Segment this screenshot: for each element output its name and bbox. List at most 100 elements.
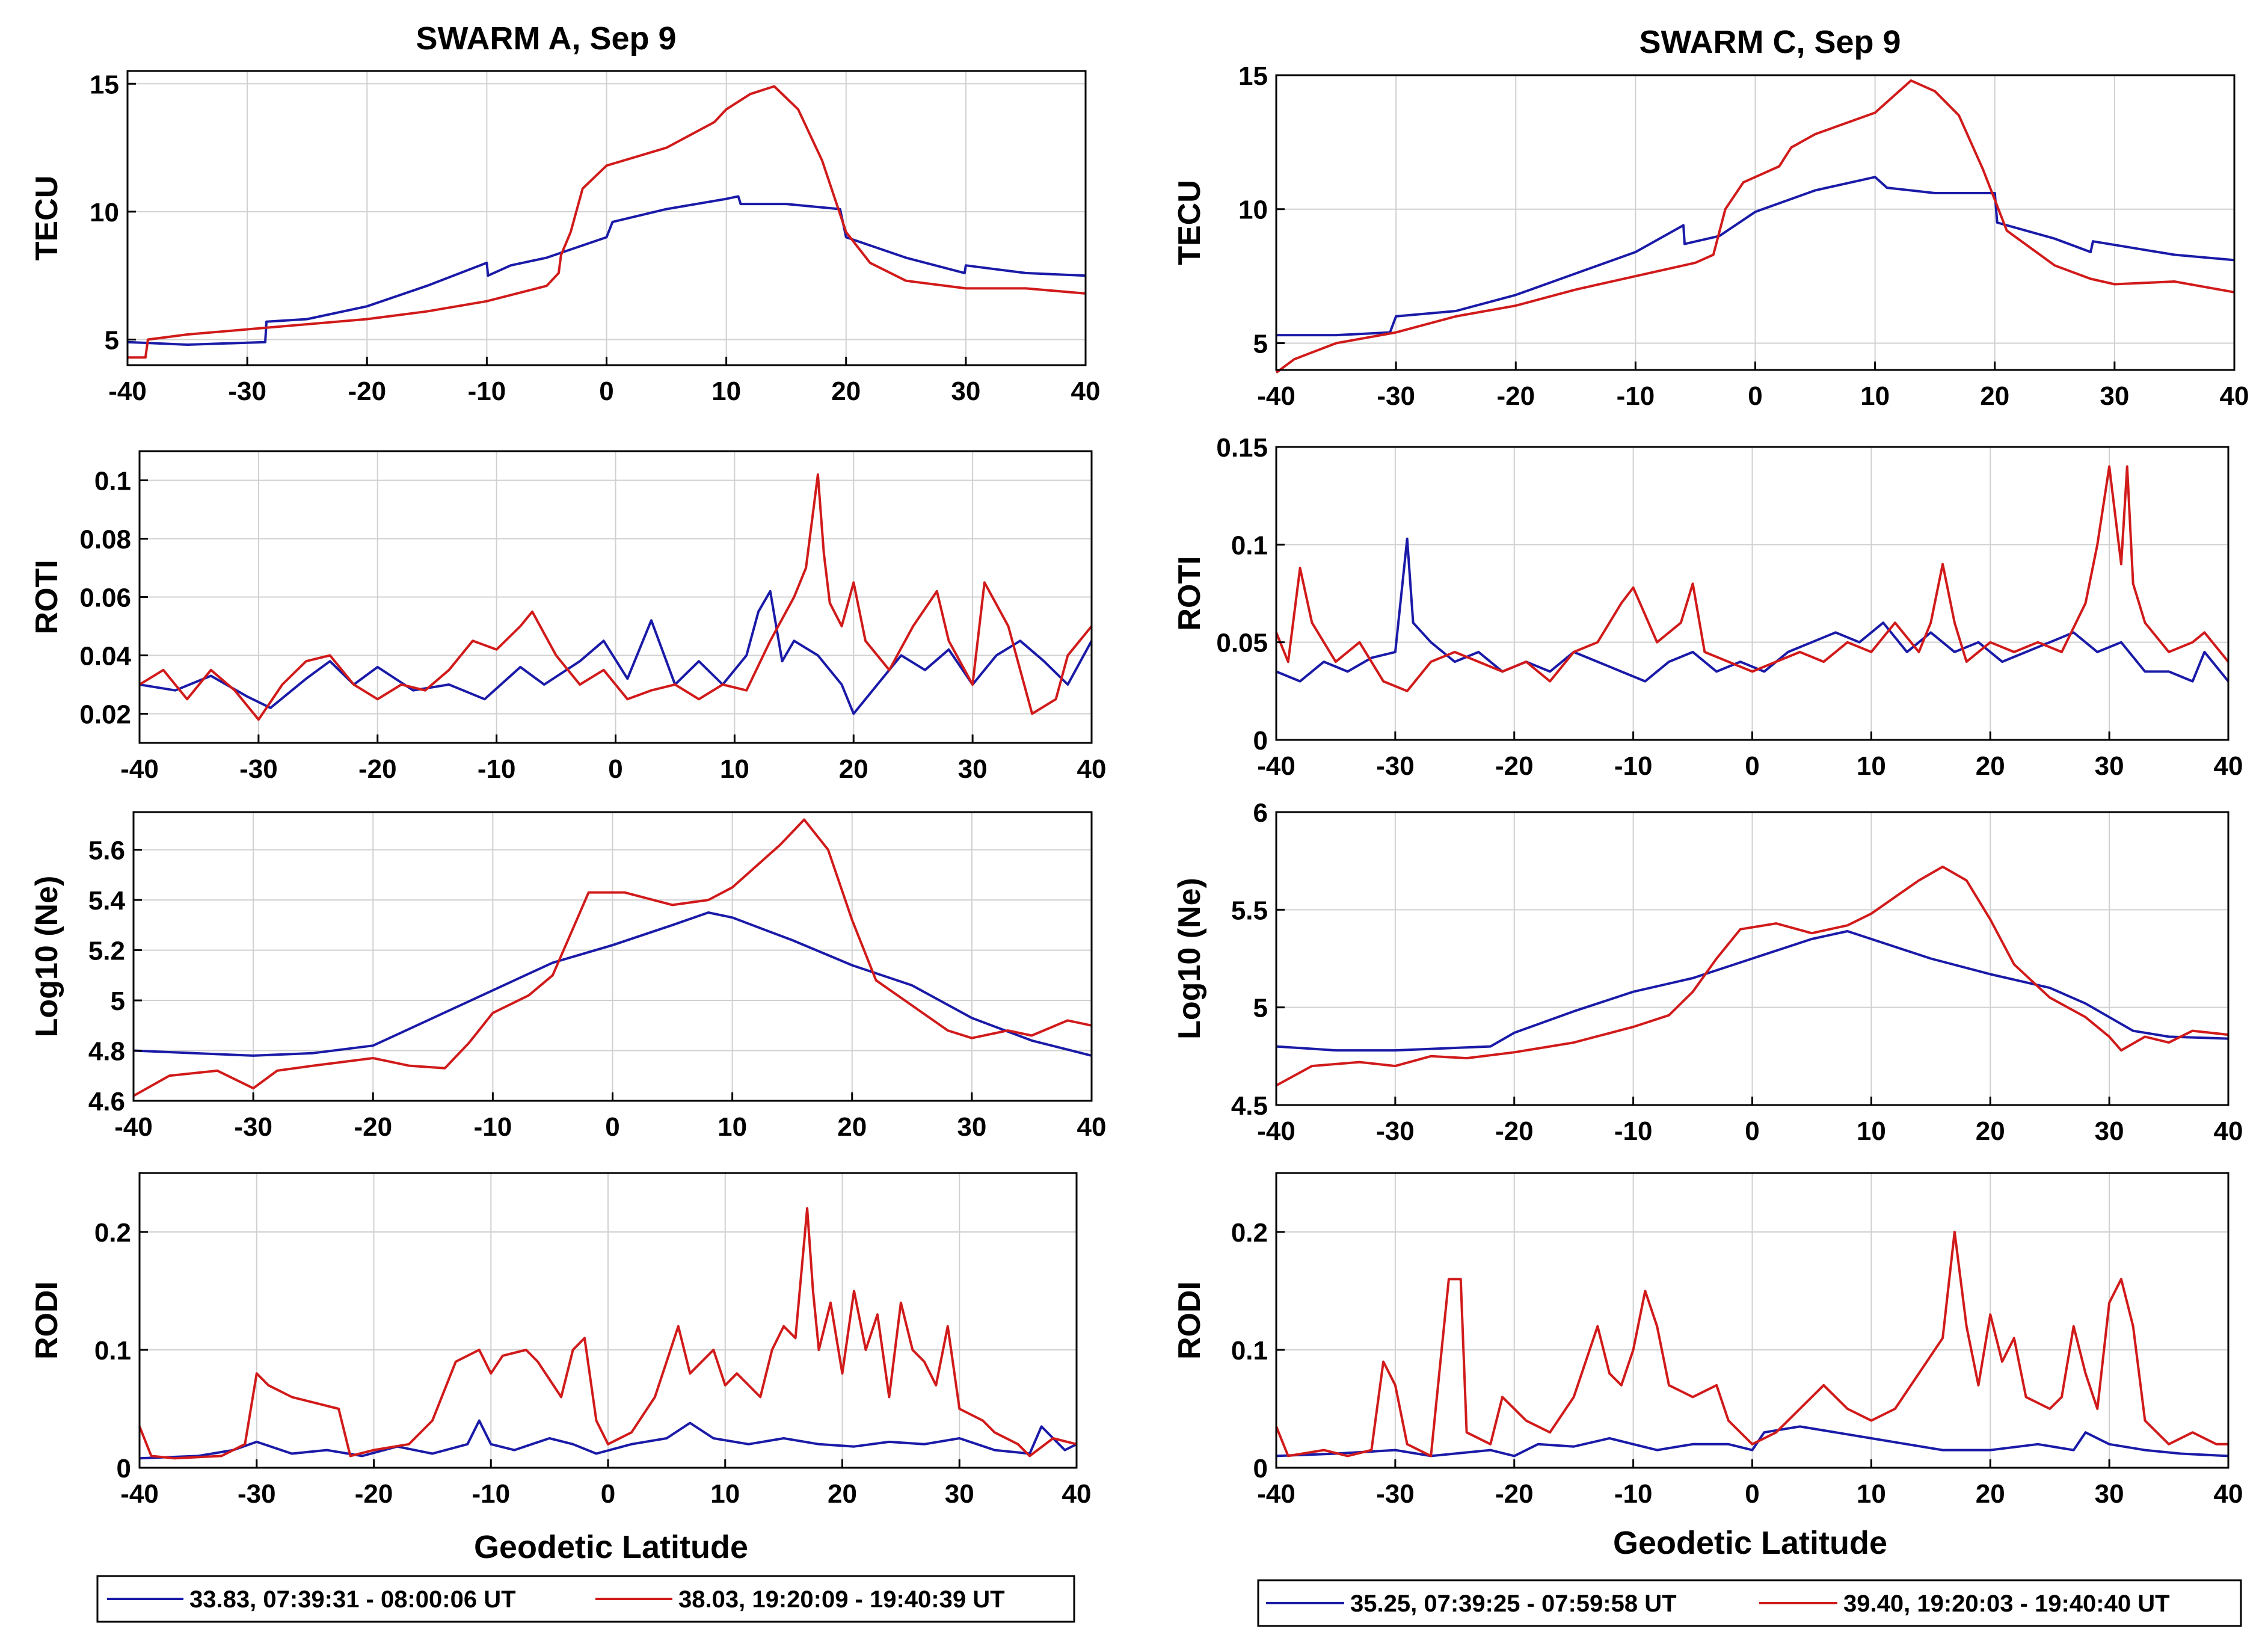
- x-tick-label: 0: [1748, 381, 1762, 411]
- y-axis-label: ROTI: [1172, 556, 1207, 630]
- series-line-red: [128, 85, 1086, 359]
- x-tick-label: 0: [1745, 751, 1759, 781]
- x-tick-label: 0: [599, 377, 613, 406]
- y-tick-label: 4.5: [1231, 1091, 1268, 1121]
- x-tick-label: -10: [474, 1112, 512, 1142]
- x-tick-label: 10: [1860, 381, 1890, 411]
- series-line-red: [1276, 865, 2229, 1087]
- y-axis-label: ROTI: [29, 559, 64, 634]
- x-tick-label: 40: [2214, 751, 2243, 781]
- series-line-blue: [1276, 930, 2229, 1052]
- y-tick-label: 0.04: [79, 642, 131, 671]
- y-axis-label: Log10 (Ne): [29, 876, 64, 1038]
- y-tick-label: 15: [90, 70, 119, 99]
- y-tick-label: 0.1: [1231, 1336, 1268, 1366]
- x-tick-label: -30: [1376, 751, 1415, 781]
- x-tick-label: -20: [1495, 1116, 1534, 1146]
- x-tick-label: 30: [951, 377, 980, 406]
- series-line-red: [138, 473, 1093, 721]
- series-line-blue: [139, 1419, 1077, 1460]
- x-tick-label: 0: [601, 1479, 615, 1509]
- x-tick-label: -20: [1495, 751, 1534, 781]
- legend-label-blue: 35.25, 07:39:25 - 07:59:58 UT: [1350, 1590, 1677, 1617]
- title-swarm-c: SWARM C, Sep 9: [1639, 24, 1901, 60]
- x-tick-label: 20: [839, 754, 868, 784]
- x-tick-label: 10: [1857, 1116, 1886, 1146]
- y-tick-label: 5: [111, 987, 125, 1016]
- x-tick-label: -20: [355, 1479, 393, 1509]
- y-axis-label: TECU: [29, 176, 64, 261]
- x-tick-label: 30: [958, 754, 988, 784]
- x-tick-label: -30: [228, 377, 266, 406]
- x-tick-label: -30: [1376, 1479, 1415, 1509]
- legend-swarm-c: 35.25, 07:39:25 - 07:59:58 UT 39.40, 19:…: [1257, 1579, 2242, 1627]
- x-tick-label: -40: [1257, 1116, 1295, 1146]
- x-tick-label: 40: [2214, 1479, 2243, 1509]
- series-line-red: [138, 1207, 1077, 1460]
- x-tick-label: -30: [234, 1112, 272, 1142]
- y-tick-label: 0: [1253, 726, 1268, 756]
- x-tick-label: -30: [1376, 1116, 1415, 1146]
- series-line-blue: [1276, 1425, 2229, 1458]
- y-tick-label: 0.15: [1216, 433, 1268, 463]
- y-tick-label: 0.1: [1231, 531, 1268, 560]
- y-tick-label: 0.06: [79, 583, 131, 613]
- x-tick-label: 10: [1857, 1479, 1886, 1509]
- y-tick-label: 0.2: [94, 1218, 131, 1248]
- y-tick-label: 15: [1238, 61, 1268, 91]
- x-tick-label: 30: [2095, 1479, 2124, 1509]
- x-tick-label: 40: [2214, 1116, 2243, 1146]
- x-tick-label: 10: [720, 754, 749, 784]
- y-tick-label: 6: [1253, 798, 1268, 828]
- y-tick-label: 0.1: [94, 467, 131, 496]
- y-tick-label: 0.05: [1216, 629, 1268, 658]
- y-axis-label: Log10 (Ne): [1172, 878, 1207, 1039]
- x-tick-label: 20: [1976, 751, 2005, 781]
- x-tick-label: -40: [120, 754, 159, 784]
- x-tick-label: 30: [2100, 381, 2129, 411]
- panel-c_roti: -40 -30 -20 -10 0 10 20 30 40 0 0.05 0.1 0.15 ROTI: [1172, 433, 2243, 781]
- x-tick-label: 10: [1857, 751, 1886, 781]
- x-tick-label: -40: [1257, 1479, 1295, 1509]
- legend-label-blue: 33.83, 07:39:31 - 08:00:06 UT: [189, 1586, 516, 1613]
- x-tick-label: 0: [608, 754, 622, 784]
- series-line-red: [133, 818, 1092, 1097]
- x-tick-label: -20: [354, 1112, 392, 1142]
- x-tick-label: -30: [1377, 381, 1415, 411]
- panel-a_rodi: -40 -30 -20 -10 0 10 20 30 40 0 0.1 0.2 RODI: [29, 1172, 1091, 1509]
- panel-a_roti: -40 -30 -20 -10 0 10 20 30 40 0.02 0.04 0.06 0.08 0.1…: [29, 450, 1107, 784]
- title-swarm-a: SWARM A, Sep 9: [416, 20, 676, 57]
- panel-a_ne: -40 -30 -20 -10 0 10 20 30 40 4.6 4.8 5 5.2 5.4 5.6 Log…: [29, 811, 1107, 1142]
- x-tick-label: 20: [831, 377, 861, 406]
- y-tick-label: 4.6: [88, 1087, 125, 1116]
- y-axis-label: TECU: [1172, 180, 1207, 265]
- x-tick-label: 20: [1980, 381, 2009, 411]
- y-tick-label: 4.8: [88, 1037, 125, 1067]
- y-tick-label: 5.4: [88, 886, 126, 916]
- x-tick-label: 30: [2095, 1116, 2124, 1146]
- x-tick-label: 0: [1745, 1479, 1759, 1509]
- x-tick-label: -30: [238, 1479, 276, 1509]
- x-tick-label: 30: [945, 1479, 974, 1509]
- legend-label-red: 38.03, 19:20:09 - 19:40:39 UT: [678, 1586, 1005, 1613]
- y-tick-label: 0: [1253, 1454, 1268, 1483]
- series-line-blue: [1276, 537, 2230, 683]
- x-tick-label: -40: [1257, 381, 1295, 411]
- x-tick-label: 40: [1077, 754, 1107, 784]
- panel-c_ne: -40 -30 -20 -10 0 10 20 30 40 4.5 5 5.5 6 Log10 (Ne): [1172, 798, 2243, 1146]
- x-tick-label: 0: [605, 1112, 619, 1142]
- x-tick-label: 30: [957, 1112, 986, 1142]
- y-tick-label: 5.6: [88, 836, 125, 866]
- x-tick-label: -10: [472, 1479, 510, 1509]
- x-tick-label: -40: [120, 1479, 159, 1509]
- x-tick-label: -40: [1257, 751, 1295, 781]
- y-tick-label: 5: [105, 325, 119, 355]
- series-line-red: [1275, 1231, 2228, 1458]
- x-tick-label: -10: [1614, 1116, 1653, 1146]
- x-tick-label: -40: [108, 377, 147, 406]
- x-tick-label: 20: [828, 1479, 857, 1509]
- y-tick-label: 10: [1238, 196, 1268, 225]
- series-line-red: [1275, 465, 2230, 692]
- x-tick-label: 40: [1077, 1112, 1107, 1142]
